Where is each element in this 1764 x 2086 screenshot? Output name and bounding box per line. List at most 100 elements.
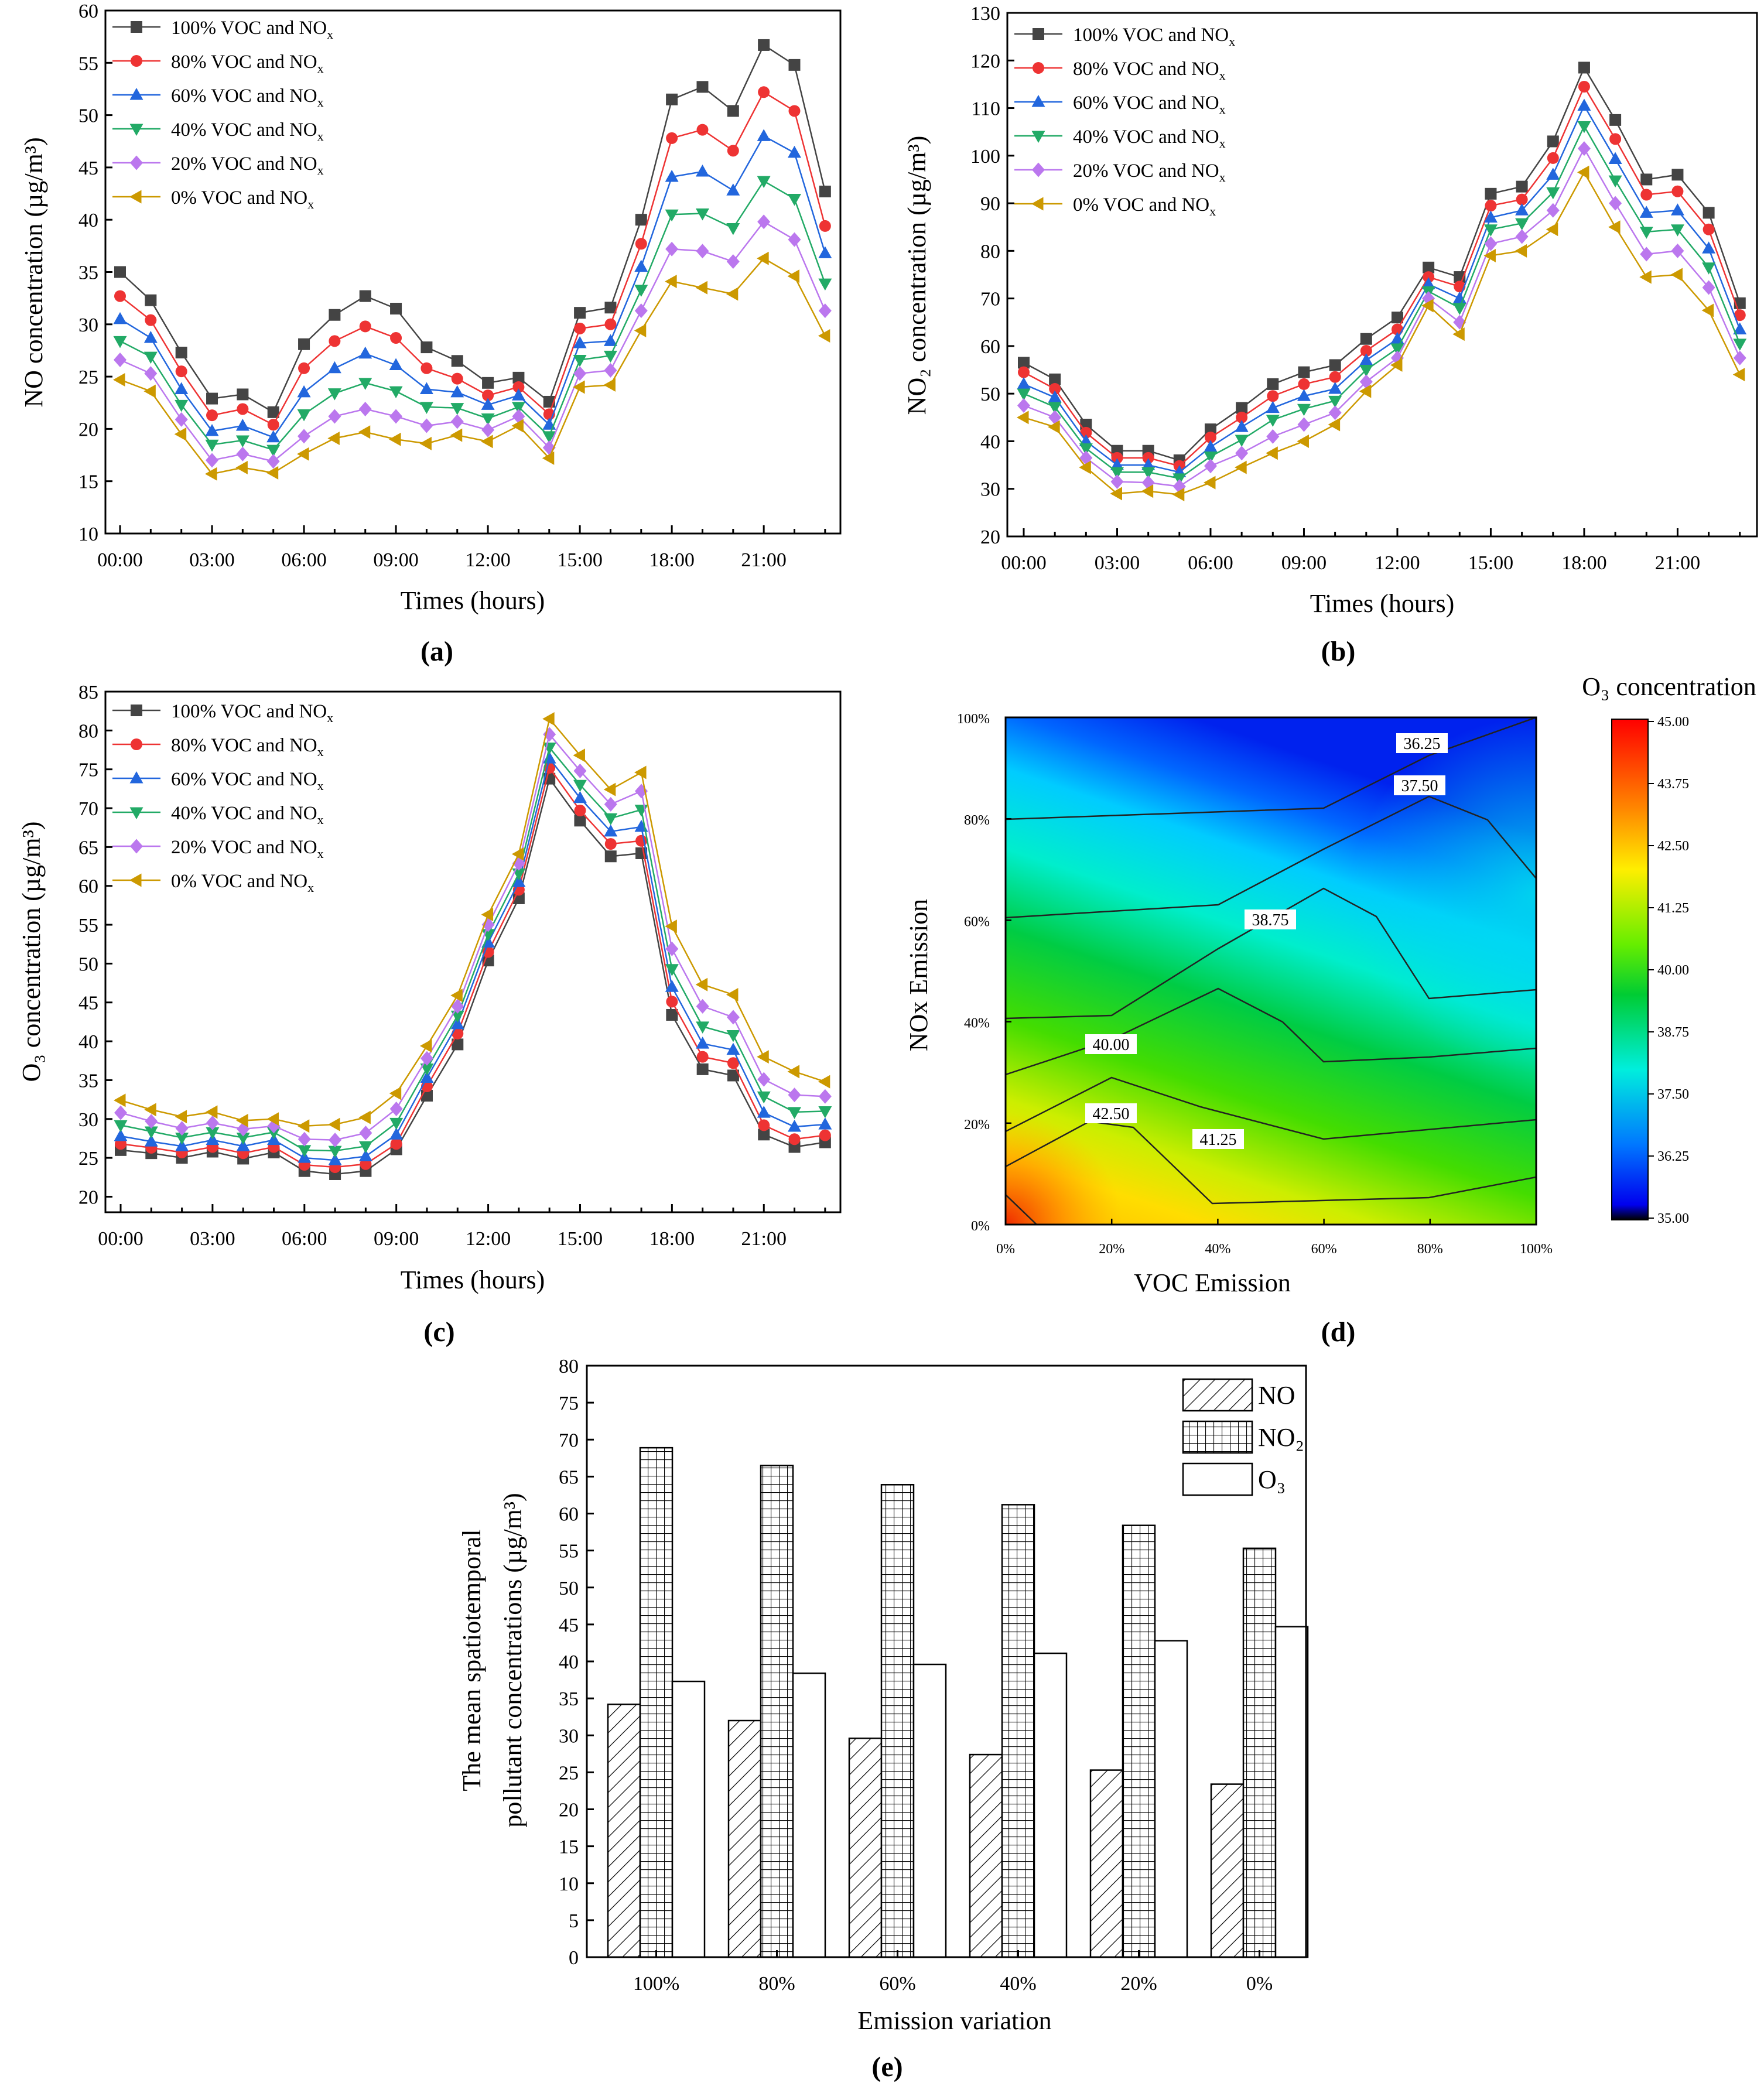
legend-marker-0 <box>131 21 142 33</box>
data-point <box>389 1127 404 1140</box>
data-point <box>358 1149 372 1161</box>
data-point <box>603 378 616 392</box>
data-point <box>1048 402 1062 414</box>
data-point <box>297 1119 310 1133</box>
data-point <box>421 362 433 374</box>
data-point <box>1141 484 1154 498</box>
colorbar-tick-label: 43.75 <box>1657 777 1689 792</box>
colorbar-tick-label: 37.50 <box>1657 1087 1689 1102</box>
x-tick-label: 18:00 <box>649 1228 695 1250</box>
bar <box>1089 1769 1124 1958</box>
y-tick-label: 30 <box>78 314 98 336</box>
legend-marker-3 <box>1031 131 1045 143</box>
heatmap-frame <box>1004 716 1537 1226</box>
x-tick-label: 18:00 <box>649 549 694 571</box>
y-tick-label: 40 <box>78 1031 98 1053</box>
data-point <box>666 1008 678 1021</box>
data-point <box>451 372 463 385</box>
data-point <box>634 324 647 338</box>
data-point <box>297 409 311 422</box>
x-tick-label: 00:00 <box>1001 552 1046 574</box>
series-line-5 <box>1023 170 1741 495</box>
data-point <box>574 307 586 319</box>
data-point <box>1049 383 1061 395</box>
data-point <box>727 145 739 157</box>
legend-label-4: 20% VOC and NOx <box>171 153 324 177</box>
colorbar-tick-label: 36.25 <box>1657 1149 1689 1164</box>
data-point <box>236 1133 250 1145</box>
data-point <box>390 1138 402 1150</box>
data-point <box>175 1139 189 1151</box>
data-point <box>1297 389 1311 401</box>
colorbar-tick-label: 45.00 <box>1657 714 1689 730</box>
data-point <box>1670 203 1684 216</box>
bar <box>607 1703 641 1958</box>
x-tick-label: 06:00 <box>281 549 326 571</box>
x-tick-label: 03:00 <box>190 1228 235 1250</box>
data-point <box>635 238 647 250</box>
y-tick-label: 80 <box>980 241 1000 262</box>
data-point <box>1734 309 1746 322</box>
data-point <box>298 362 310 374</box>
data-point <box>1360 333 1372 345</box>
contour-line-36-25 <box>1006 717 1536 820</box>
data-point <box>757 129 771 141</box>
data-point <box>114 266 126 278</box>
data-point <box>236 1113 248 1127</box>
data-point <box>788 105 801 117</box>
heatmap-y-tick-label: 0% <box>971 1219 990 1234</box>
data-point <box>634 285 648 297</box>
bar <box>880 1484 915 1958</box>
legend-marker-5 <box>1031 197 1044 211</box>
legend-label-1: 80% VOC and NOx <box>171 52 324 76</box>
data-point <box>1578 61 1590 74</box>
panel-a-x-ticks: 00:00 03:00 06:00 09:00 12:00 15:00 18:00 21:00 <box>97 525 826 571</box>
data-point <box>1670 224 1684 237</box>
legend-label-2: 60% VOC and NOx <box>171 769 324 793</box>
bar-y-tick-label: 50 <box>559 1578 579 1599</box>
data-point <box>358 346 372 359</box>
data-point <box>114 1105 127 1120</box>
legend-marker-4 <box>130 155 143 170</box>
bar-chart-y-ticks: 0 5 10 15 20 25 30 35 40 45 50 55 60 65 70 75 80 <box>559 1356 594 1969</box>
data-point <box>327 431 340 445</box>
data-point <box>205 467 217 481</box>
bar-chart-x-ticks: 100% 80% 60% 40% 20% 0% <box>633 1950 1273 1995</box>
panel-b-x-ticks: 00:00 03:00 06:00 09:00 12:00 15:00 18:00 21:00 <box>1001 528 1741 574</box>
legend-marker-1 <box>1033 62 1044 74</box>
data-point <box>175 1133 189 1145</box>
data-point <box>1546 187 1560 200</box>
data-point <box>206 453 219 468</box>
bar <box>760 1465 794 1958</box>
data-point <box>634 259 648 272</box>
data-point <box>512 371 525 384</box>
data-point <box>818 246 832 258</box>
data-point <box>419 436 432 450</box>
data-point <box>1671 185 1684 197</box>
heatmap-x-ticks: 0% 20% 40% 60% 80% 100% <box>996 1219 1553 1257</box>
bar-chart-y-axis-label-line-2: pollutant concentrations (µg/m³) <box>498 1493 527 1827</box>
data-point <box>1733 350 1746 365</box>
legend-label-0: 100% VOC and NOx <box>171 18 333 42</box>
data-point <box>359 290 371 302</box>
x-tick-label: 09:00 <box>374 1228 419 1250</box>
series-line-1 <box>119 91 826 426</box>
data-point <box>1204 423 1216 436</box>
data-point <box>695 281 707 295</box>
legend-marker-1 <box>131 55 142 67</box>
data-point <box>1608 152 1622 165</box>
data-point <box>1018 357 1030 369</box>
colorbar-tick-label: 42.50 <box>1657 839 1689 854</box>
x-tick-label: 18:00 <box>1561 552 1606 574</box>
data-point <box>788 1088 801 1103</box>
data-point <box>666 93 678 105</box>
bar-legend-label-0: NO <box>1258 1381 1295 1410</box>
data-point <box>206 1127 220 1140</box>
heatmap-fill <box>1006 717 1536 1225</box>
data-point <box>145 314 157 326</box>
data-point <box>634 819 648 832</box>
data-point <box>1048 410 1062 425</box>
data-point <box>574 805 586 817</box>
panel-a-no-chart: 10 15 20 25 30 35 40 45 50 55 60 00:00 03:00 06:00 09… <box>19 1 842 667</box>
y-tick-label: 30 <box>980 479 1000 501</box>
